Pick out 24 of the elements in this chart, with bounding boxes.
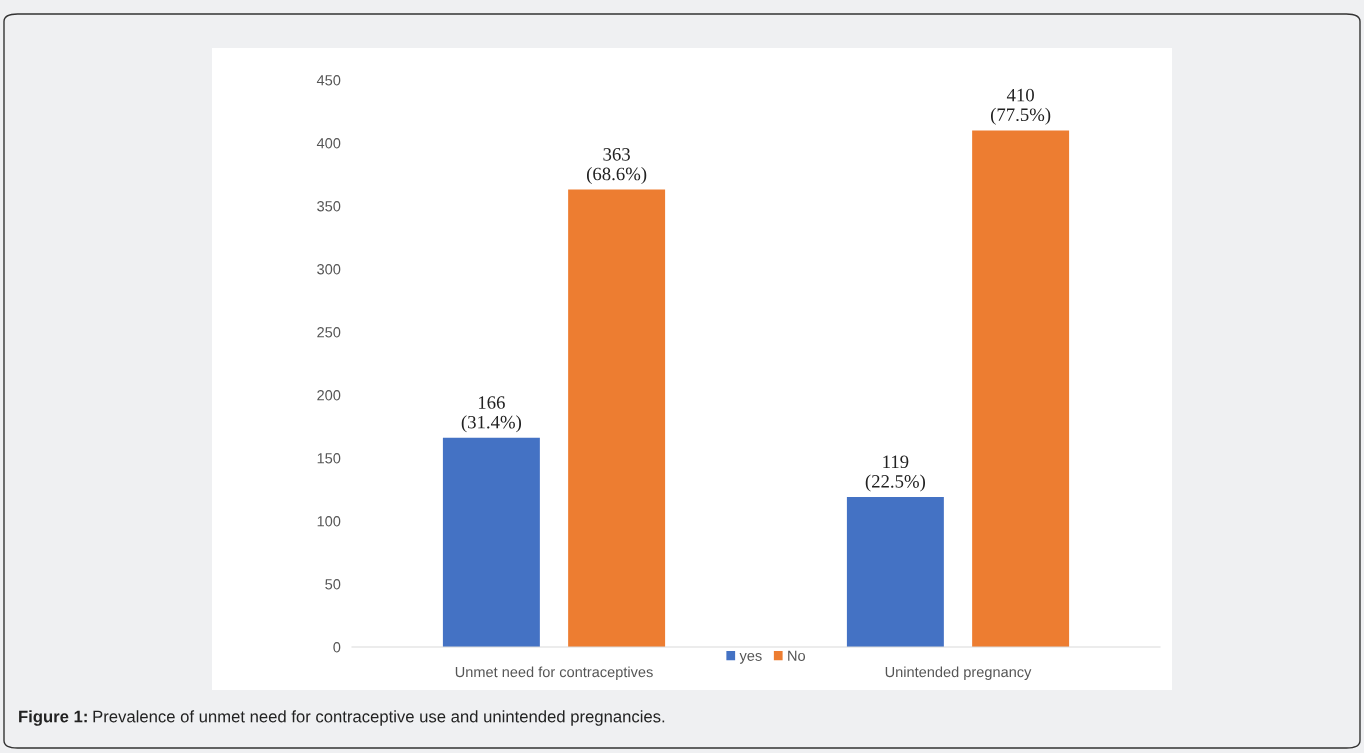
y-tick-label: 250 [317, 327, 341, 338]
bar [568, 189, 666, 647]
y-tick-label: 350 [317, 201, 341, 212]
bar [442, 437, 540, 647]
legend-label: No [788, 650, 806, 661]
data-label: 363 (68.6%) [586, 148, 647, 185]
data-label: 119 (22.5%) [865, 455, 926, 492]
text: Prevalence of unmet need for contraceptive use and unintended pregnancies. [93, 710, 665, 726]
y-tick-label: 50 [325, 579, 341, 590]
y-tick-label: 0 [333, 642, 341, 653]
y-tick-label: 450 [316, 75, 341, 86]
y-tick-label: 150 [317, 453, 341, 464]
y-tick-label: 400 [316, 138, 341, 149]
caption: Figure 1: [19, 710, 87, 726]
x-tick-label: Unintended pregnancy [885, 666, 1032, 681]
data-label: 166 (31.4%) [461, 396, 522, 433]
data-label: 410 (77.5%) [990, 88, 1051, 125]
y-tick-label: 300 [317, 264, 341, 275]
y-tick-label: 100 [317, 516, 341, 527]
y-tick-label: 200 [317, 390, 341, 401]
x-tick-label: Unmet need for contraceptives [455, 666, 653, 681]
bar [972, 130, 1070, 647]
bar [846, 497, 944, 647]
legend-label: yes [739, 652, 762, 664]
